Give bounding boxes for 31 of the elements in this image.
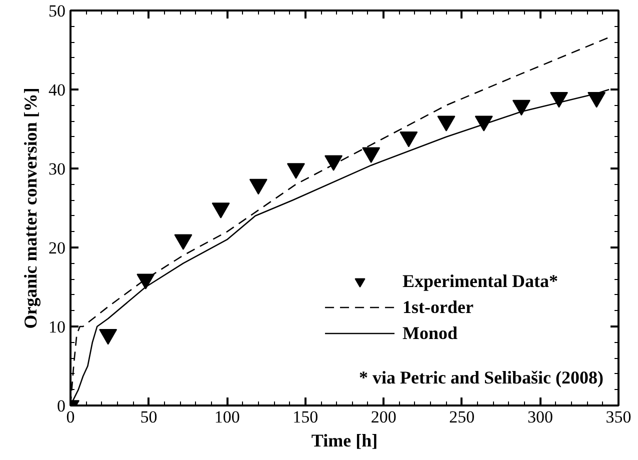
point	[212, 202, 230, 218]
x-tick-label: 250	[449, 408, 475, 426]
point	[437, 116, 456, 132]
y-axis-title: Organic matter conversion [%]	[20, 88, 40, 329]
x-tick-label: 350	[606, 408, 632, 426]
annotation: * via Petric and Selibašic (2008)	[359, 368, 604, 388]
x-tick-label: 50	[140, 408, 158, 426]
x-tick-label: 100	[214, 408, 240, 426]
point	[400, 131, 418, 148]
x-tick-label: 200	[370, 408, 396, 426]
point	[286, 163, 305, 179]
x-axis-title: Time [h]	[311, 430, 378, 450]
point	[512, 100, 530, 116]
point	[174, 234, 192, 250]
point	[362, 147, 380, 164]
x-tick-label: 300	[527, 408, 553, 426]
y-tick-label: 40	[48, 80, 66, 100]
point	[550, 92, 568, 108]
point	[99, 328, 118, 345]
legend-label: 1st-order	[402, 296, 474, 318]
point	[324, 155, 343, 171]
y-tick-label: 50	[48, 2, 66, 20]
point	[249, 178, 268, 195]
point	[474, 116, 493, 132]
point	[136, 274, 155, 290]
y-tick-label: 30	[48, 160, 66, 178]
y-tick-label: 20	[48, 238, 66, 258]
legend-label: Monod	[402, 322, 458, 344]
legend-label: Experimental Data*	[402, 270, 558, 292]
y-tick-label: 10	[48, 318, 66, 336]
x-tick-label: 150	[292, 408, 318, 426]
